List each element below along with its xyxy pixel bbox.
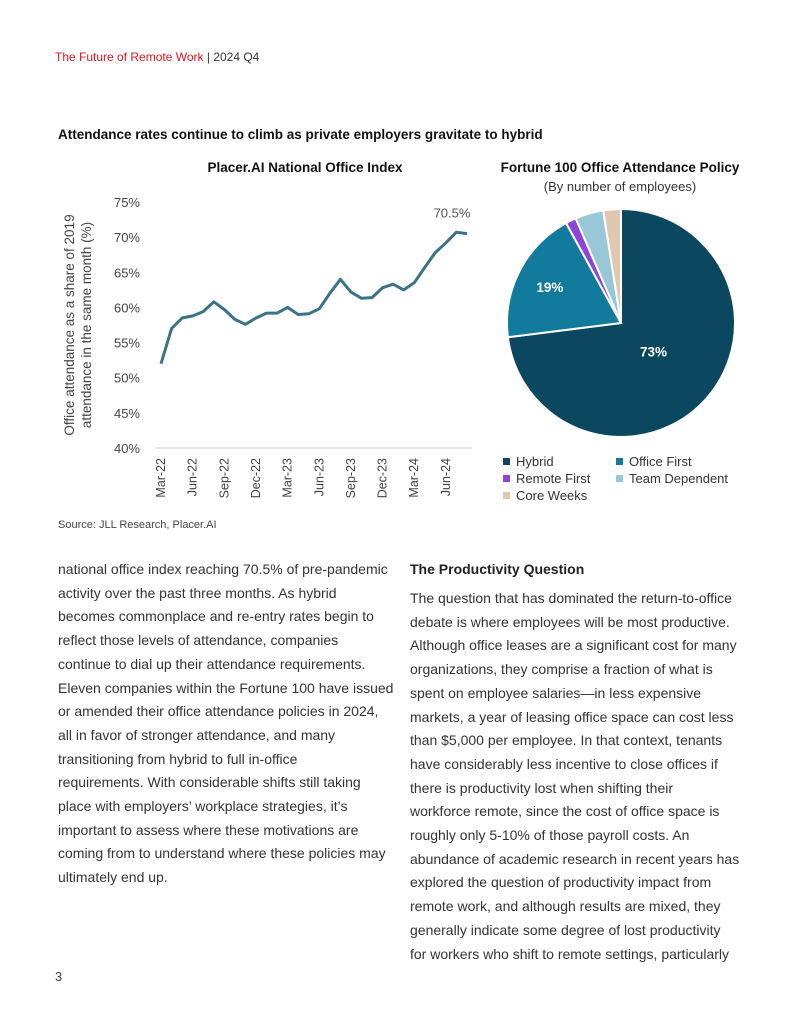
text-line: Eleven companies within the Fortune 100 … [58,679,394,696]
y-tick-label: 60% [114,300,140,315]
y-tick-label: 40% [114,441,140,456]
pie-chart-title: Fortune 100 Office Attendance Policy [500,160,740,175]
text-line: ultimately end up. [58,869,168,886]
text-line: explored the question of productivity im… [410,874,712,891]
legend-item: Hybrid [503,453,616,470]
x-tick-label: Jun-24 [439,458,453,496]
y-tick-label: 65% [114,265,140,280]
legend-label: Hybrid [516,454,554,469]
right-column-text: The question that has dominated the retu… [410,587,739,966]
y-tick-label: 45% [114,406,140,421]
text-line: requirements. With considerable shifts s… [58,774,361,791]
text-line: transitioning from hybrid to full in-off… [58,750,298,767]
x-tick-label: Dec-23 [376,458,390,498]
text-line: national office index reaching 70.5% of … [58,561,388,577]
text-line: The question that has dominated the retu… [410,590,732,606]
report-title: The Future of Remote Work [55,50,204,64]
pie-chart: 73% 19% [506,207,736,438]
legend-item: Office First [616,453,756,470]
x-tick-label: Mar-24 [407,458,421,498]
left-column-text: national office index reaching 70.5% of … [58,558,393,890]
legend-label: Office First [629,454,692,469]
y-tick-label: 70% [114,230,140,245]
series-line [159,230,468,365]
page-number: 3 [55,969,63,984]
legend-swatch [616,458,623,465]
legend-swatch [616,475,623,482]
text-line: or amended their office attendance polic… [58,703,379,720]
text-line: roughly only 5-10% of those payroll cost… [410,827,690,844]
x-tick-label: Mar-22 [154,458,168,498]
pie-slice-core-weeks [602,207,622,324]
x-tick-label: Jun-22 [186,458,200,496]
text-line: place with employers’ workplace strategi… [58,798,348,815]
legend-item: Core Weeks [503,487,616,504]
pie-legend: Hybrid Office First Remote First Team Depen… [503,453,753,504]
last-value-annotation: 70.5% [434,206,471,221]
legend-swatch [503,492,510,499]
text-line: all in favor of stronger attendance, and… [58,726,336,743]
pie-slice-office-first [506,221,623,339]
text-line: markets, a year of leasing office space … [410,708,734,725]
x-tick-label: Mar-23 [281,458,295,498]
text-line: reflect those levels of attendance, comp… [58,632,339,649]
text-line: for workers who shift to remote settings… [410,945,730,962]
pie-data-label: 19% [536,280,563,295]
legend-item: Team Dependent [616,470,756,487]
x-tick-label: Jun-23 [312,458,326,496]
text-line: debate is where employees will be most p… [410,613,730,630]
legend-label: Team Dependent [629,471,729,486]
text-line: than $5,000 per employee. In that contex… [410,732,723,749]
text-line: generally indicate some degree of lost p… [410,921,721,938]
text-line: there is productivity lost when shifting… [410,779,674,796]
page-header: The Future of Remote Work | 2024 Q4 [55,50,259,64]
legend-item: Remote First [503,470,616,487]
x-tick-label: Sep-23 [344,458,358,498]
y-tick-label: 55% [114,336,140,351]
x-tick-label: Dec-22 [249,458,263,498]
text-line: have considerably less incentive to clos… [410,755,718,772]
line-chart-title: Placer.AI National Office Index [207,160,403,175]
legend-swatch [503,458,510,465]
y-tick-label: 50% [114,371,140,386]
source-note: Source: JLL Research, Placer.AI [58,519,217,531]
header-separator: | [206,50,210,64]
text-line: spent on employee salaries—in less expen… [410,684,702,701]
text-line: remote work, and although results are mi… [410,898,721,915]
y-axis-title: attendance in the same month (%) [79,222,94,428]
x-tick-label: Sep-22 [217,458,231,498]
pie-chart-subtitle: (By number of employees) [543,179,697,194]
legend-label: Remote First [516,471,591,486]
text-line: becomes commonplace and re-entry rates b… [58,608,374,625]
text-line: coming from to understand where these po… [58,845,386,862]
text-line: continue to dial up their attendance req… [58,655,366,672]
text-line: Although office leases are a significant… [410,637,737,654]
text-line: activity over the past three months. As … [58,584,337,601]
y-axis-title: Office attendance as a share of 2019 [62,214,77,435]
text-line: workforce remote, since the cost of offi… [410,803,720,820]
report-period: 2024 Q4 [213,50,260,64]
text-line: important to assess where these motivati… [58,821,359,838]
figure-title: Attendance rates continue to climb as pr… [58,127,543,142]
text-line: organizations, they comprise a fraction … [410,661,713,678]
y-tick-label: 75% [114,195,140,210]
line-chart: 40% 45% 50% 55% 60% 65% 70% 75% Mar-22 Jun-22 Sep-… [62,195,472,498]
section-heading: The Productivity Question [410,561,585,577]
legend-label: Core Weeks [516,488,588,503]
pie-data-label: 73% [640,345,667,360]
legend-swatch [503,475,510,482]
text-line: abundance of academic research in recent… [410,850,740,867]
